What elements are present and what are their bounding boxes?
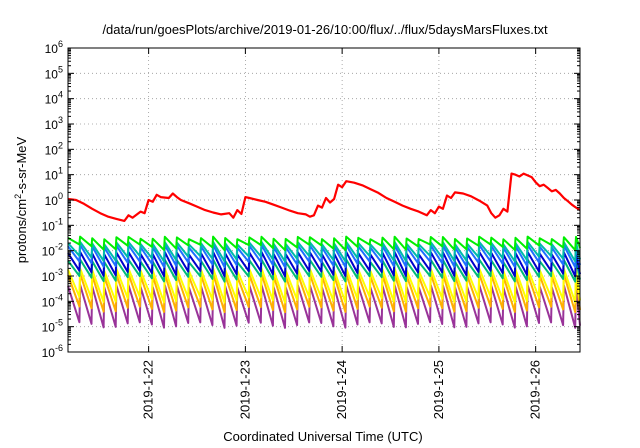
y-axis-label-suffix: -s-sr-MeV [14,136,29,193]
x-tick-label: 2019-1-26 [528,360,543,419]
data-series-line [67,283,581,329]
y-tick-label-base: 10 [42,219,56,233]
y-tick-label: 102 [45,140,63,157]
axis-ticks: 2019-1-22 2019-1-23 2019-1-24 2019-1-25 2019… [42,39,580,419]
y-tick-label: 10-4 [42,292,63,309]
y-tick-label: 101 [45,166,63,183]
y-axis-label-sup: 2 [13,194,23,199]
y-tick-label-exp: -1 [55,216,63,226]
y-tick-label-exp: 1 [58,166,63,176]
x-axis-label: Coordinated Universal Time (UTC) [223,429,422,444]
y-tick-label-exp: 3 [58,115,63,125]
data-series-line [67,258,581,283]
y-tick-label-exp: 5 [58,64,63,74]
x-tick-label: 2019-1-24 [334,360,349,419]
y-tick-label-exp: -2 [55,242,63,252]
y-tick-label: 10-1 [42,216,63,233]
series-group [67,172,581,329]
y-tick-label-base: 10 [42,346,56,360]
data-series-line [67,267,581,304]
y-tick-label-base: 10 [45,93,59,107]
y-tick-label-base: 10 [42,270,56,284]
y-tick-label-base: 10 [42,321,56,335]
y-tick-label: 105 [45,64,63,81]
chart-title: /data/run/goesPlots/archive/2019-01-26/1… [102,22,548,37]
y-tick-label: 10-5 [42,318,63,335]
y-tick-label-exp: -3 [55,267,63,277]
data-series-line [67,240,581,263]
y-tick-label-exp: 0 [58,191,63,201]
y-tick-label-base: 10 [45,118,59,132]
x-tick-label: 2019-1-25 [431,360,446,419]
data-series-line [67,272,581,314]
y-tick-label-exp: -4 [55,292,63,302]
y-tick-label: 100 [45,191,63,208]
y-tick-label-base: 10 [45,169,59,183]
y-tick-label-base: 10 [45,194,59,208]
data-series-line [67,244,581,269]
y-tick-label: 10-3 [42,267,63,284]
y-axis-label-prefix: protons/cm [14,199,29,263]
y-tick-label-exp: 4 [58,90,63,100]
y-tick-label-base: 10 [42,295,56,309]
data-series-line [67,250,581,278]
y-axis-label-group: protons/cm2-s-sr-MeV [13,136,29,263]
x-tick-label: 2019-1-22 [141,360,156,419]
y-axis-label: protons/cm2-s-sr-MeV [13,136,29,263]
y-tick-label: 10-2 [42,242,63,259]
y-tick-label: 10-6 [42,343,63,360]
y-tick-label: 106 [45,39,63,56]
data-series-line [67,235,581,252]
x-tick-label: 2019-1-23 [237,360,252,419]
y-tick-label: 103 [45,115,63,132]
data-series-line [67,172,581,222]
y-tick-label-base: 10 [45,42,59,56]
y-tick-label-base: 10 [45,67,59,81]
y-tick-label-exp: -5 [55,318,63,328]
y-tick-label-exp: -6 [55,343,63,353]
y-tick-label: 104 [45,90,63,107]
y-tick-label-exp: 2 [58,140,63,150]
y-tick-label-exp: 6 [58,39,63,49]
y-tick-label-base: 10 [45,143,59,157]
y-tick-label-base: 10 [42,245,56,259]
